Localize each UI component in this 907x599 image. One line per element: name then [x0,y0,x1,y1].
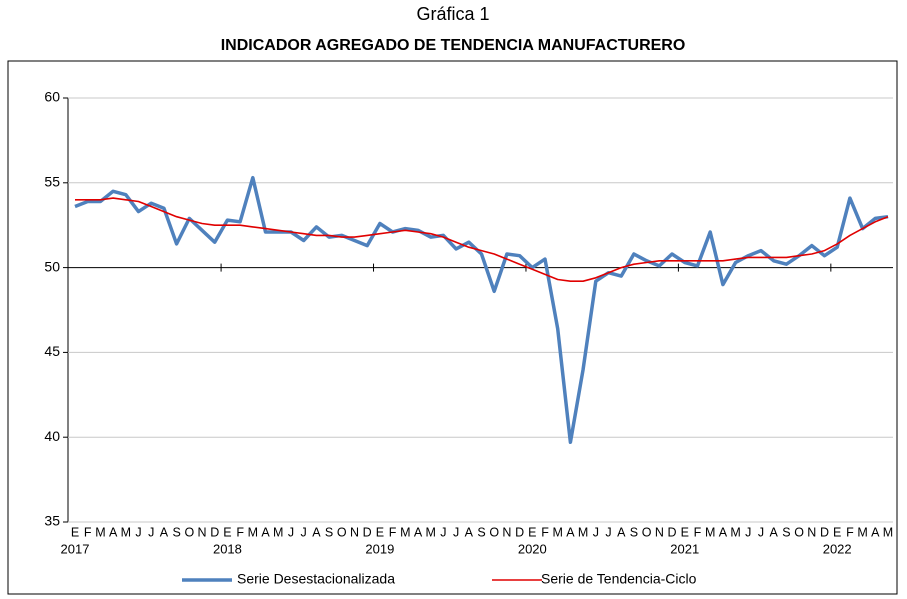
x-tick-label: J [605,525,611,539]
x-tick-label: M [883,525,893,539]
y-tick-label: 55 [44,174,60,190]
x-tick-label: A [312,525,321,539]
year-label: 2018 [213,541,242,556]
x-tick-label: M [273,525,283,539]
x-tick-label: J [745,525,751,539]
x-tick-label: J [758,525,764,539]
x-tick-label: S [325,525,333,539]
x-tick-label: O [794,525,804,539]
year-label: 2020 [518,541,547,556]
x-tick-label: F [84,525,92,539]
x-tick-label: D [515,525,524,539]
x-tick-label: J [453,525,459,539]
y-tick-label: 35 [44,513,60,529]
x-tick-label: E [681,525,689,539]
series-line [74,175,889,445]
x-tick-label: M [425,525,435,539]
x-tick-label: A [261,525,270,539]
legend-label: Serie de Tendencia-Ciclo [541,571,697,587]
x-tick-label: S [172,525,180,539]
y-tick-label: 45 [44,343,60,359]
x-tick-label: O [337,525,347,539]
chart-title: Gráfica 1 [416,4,489,24]
x-tick-label: M [121,525,131,539]
x-tick-label: J [135,525,141,539]
x-tick-label: J [148,525,154,539]
x-tick-label: N [655,525,664,539]
x-tick-label: O [184,525,194,539]
x-tick-label: E [833,525,841,539]
series-line [75,197,889,282]
year-label: 2021 [670,541,699,556]
y-tick-label: 40 [44,428,60,444]
x-tick-label: O [489,525,499,539]
chart-frame [7,60,898,595]
x-tick-label: S [630,525,638,539]
x-tick-label: S [782,525,790,539]
x-tick-label: M [400,525,410,539]
x-tick-label: N [350,525,359,539]
x-tick-label: D [668,525,677,539]
x-tick-label: E [71,525,79,539]
x-tick-label: A [465,525,474,539]
y-tick-label: 60 [44,89,60,105]
x-tick-label: E [376,525,384,539]
x-tick-label: J [440,525,446,539]
x-tick-label: E [223,525,231,539]
x-tick-label: M [553,525,563,539]
x-tick-label: F [694,525,702,539]
x-tick-label: J [593,525,599,539]
x-tick-label: A [719,525,728,539]
x-tick-label: A [414,525,423,539]
year-label: 2017 [61,541,90,556]
x-tick-label: N [807,525,816,539]
x-tick-label: A [871,525,880,539]
x-tick-label: A [109,525,118,539]
x-tick-label: F [236,525,244,539]
x-tick-label: M [248,525,258,539]
legend-label: Serie Desestacionalizada [237,571,395,587]
x-tick-label: E [528,525,536,539]
x-tick-label: D [820,525,829,539]
y-tick-label: 50 [44,258,60,274]
x-tick-label: D [363,525,372,539]
x-tick-label: A [770,525,779,539]
x-tick-label: F [846,525,854,539]
x-tick-label: A [160,525,169,539]
x-tick-label: M [578,525,588,539]
chart-subtitle: INDICADOR AGREGADO DE TENDENCIA MANUFACT… [221,37,686,54]
x-tick-label: N [198,525,207,539]
x-tick-label: M [730,525,740,539]
x-tick-label: M [95,525,105,539]
x-tick-label: F [541,525,549,539]
x-tick-label: A [617,525,626,539]
x-tick-label: M [857,525,867,539]
x-tick-label: F [389,525,397,539]
x-tick-label: A [566,525,575,539]
x-tick-label: N [502,525,511,539]
x-tick-label: D [210,525,219,539]
x-tick-label: O [642,525,652,539]
x-tick-label: S [477,525,485,539]
x-tick-label: J [301,525,307,539]
x-tick-label: J [288,525,294,539]
year-label: 2022 [823,541,852,556]
x-tick-label: M [705,525,715,539]
year-label: 2019 [365,541,394,556]
